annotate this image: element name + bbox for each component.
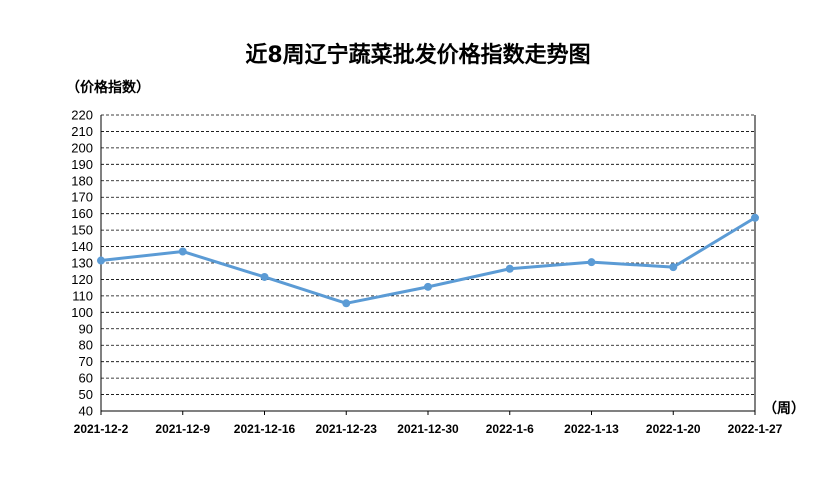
x-tick-label: 2021-12-9: [155, 422, 210, 436]
x-tick-label: 2022-1-27: [728, 422, 783, 436]
y-tick-label: 150: [71, 223, 93, 238]
y-axis-label: （价格指数）: [66, 79, 150, 96]
x-tick-label: 2022-1-20: [646, 422, 701, 436]
y-tick-label: 170: [71, 190, 93, 205]
y-tick-label: 80: [79, 338, 93, 353]
y-tick-label: 110: [72, 288, 93, 303]
data-point: [342, 299, 351, 308]
x-tick-label: 2021-12-23: [316, 422, 378, 436]
y-tick-label: 40: [79, 404, 93, 419]
data-point: [587, 258, 596, 267]
y-tick-label: 70: [79, 354, 93, 369]
data-point: [178, 247, 187, 256]
y-tick-label: 130: [71, 256, 93, 271]
data-point: [505, 264, 514, 273]
y-tick-label: 190: [71, 157, 93, 172]
x-tick-label: 2022-1-6: [486, 422, 534, 436]
x-tick-label: 2021-12-30: [397, 422, 459, 436]
x-tick-label: 2021-12-2: [74, 422, 129, 436]
y-tick-label: 120: [71, 272, 93, 287]
y-tick-label: 100: [71, 305, 93, 320]
data-point: [669, 263, 678, 272]
x-tick-labels: 2021-12-2 2021-12-9 2021-12-16 2021-12-23 20…: [74, 422, 783, 436]
y-tick-label: 180: [71, 173, 93, 188]
x-tick-label: 2021-12-16: [234, 422, 296, 436]
y-tick-label: 60: [79, 371, 93, 386]
series-price-index: [97, 213, 759, 308]
data-point: [260, 272, 269, 281]
y-tick-label: 90: [79, 321, 93, 336]
x-axis-label: （周）: [763, 401, 805, 417]
y-tick-label: 200: [71, 140, 93, 155]
y-tick-label: 140: [71, 239, 93, 254]
data-point: [751, 213, 759, 222]
y-tick-label: 210: [71, 124, 93, 139]
y-tick-label: 160: [71, 206, 93, 221]
data-point: [97, 256, 105, 265]
data-point: [424, 282, 432, 291]
chart-title: 近8周辽宁蔬菜批发价格指数走势图: [245, 42, 590, 68]
y-tick-label: 220: [71, 108, 93, 123]
gridlines: [101, 114, 755, 395]
x-tick-label: 2022-1-13: [564, 422, 619, 436]
y-tick-label: 50: [79, 387, 93, 402]
